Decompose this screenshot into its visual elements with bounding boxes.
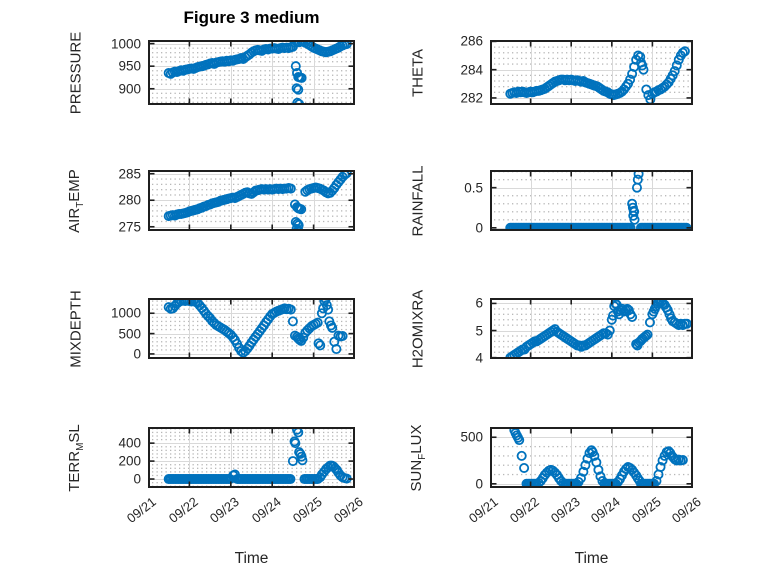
- pressure-ytick-950: 950: [118, 58, 141, 74]
- pressure-plot-area: [148, 40, 355, 105]
- subplot-pressure: PRESSURE 900 950 1000: [68, 31, 355, 114]
- sun-flux-xtick-labels: 09/21 09/22 09/23 09/24 09/25 09/26: [466, 494, 704, 550]
- mixdepth-ylabel: MIXDEPTH: [67, 289, 85, 368]
- terr-msl-xtick-09/23: 09/23: [207, 494, 243, 526]
- terr-msl-plot-area: [148, 427, 355, 488]
- theta-ytick-284: 284: [460, 62, 483, 78]
- mixdepth-ytick-1000: 1000: [110, 305, 141, 321]
- sun-flux-xtick-09/21: 09/21: [466, 494, 502, 526]
- mixdepth-ytick-0: 0: [133, 346, 141, 362]
- air-temp-ytick-280: 280: [118, 192, 141, 208]
- sun-flux-ytick-labels: 0 500: [437, 427, 483, 492]
- subplot-terr-msl: TERRMSL 0 200 400 09/21 09/22 09/23 09/24 09/2…: [66, 424, 366, 526]
- rainfall-ytick-labels: 0 0.5: [437, 170, 483, 235]
- air-temp-ytick-labels: 275 280 285: [95, 166, 141, 235]
- rainfall-ytick-0.5: 0.5: [464, 180, 483, 196]
- theta-ylabel: THETA: [409, 48, 427, 97]
- subplot-h2omixra: H2OMIXRA 4 5 6: [410, 289, 693, 368]
- terr-msl-xtick-09/24: 09/24: [248, 494, 284, 526]
- subplot-sun-flux: SUNFLUX 0 500 09/21 09/22 09/23 09/24 09/25 09…: [408, 424, 704, 526]
- sun-flux-plot-area: [490, 427, 693, 488]
- h2omixra-ytick-6: 6: [475, 295, 483, 311]
- pressure-ytick-900: 900: [118, 81, 141, 97]
- sun-flux-xtick-09/24: 09/24: [588, 494, 624, 526]
- subplot-air-temp: AIRTEMP 275 280 285: [66, 166, 355, 234]
- terr-msl-xtick-09/26: 09/26: [331, 494, 367, 526]
- theta-ytick-286: 286: [460, 33, 483, 49]
- h2omixra-plot-area: [490, 298, 693, 359]
- rainfall-ylabel: RAINFALL: [409, 165, 427, 236]
- terr-msl-xtick-labels: 09/21 09/22 09/23 09/24 09/25 09/26: [124, 494, 366, 550]
- theta-plot-area: [490, 40, 693, 105]
- pressure-ytick-1000: 1000: [110, 36, 141, 52]
- h2omixra-ytick-labels: 4 5 6: [437, 295, 483, 365]
- terr-msl-ytick-0: 0: [133, 471, 141, 487]
- subplot-mixdepth: MIXDEPTH 0 500 1000: [68, 290, 355, 367]
- terr-msl-xtick-09/25: 09/25: [289, 494, 325, 526]
- sun-flux-ylabel: SUNFLUX: [408, 424, 428, 491]
- theta-ytick-282: 282: [460, 90, 483, 106]
- sun-flux-ytick-500: 500: [460, 429, 483, 445]
- figure-title: Figure 3 medium: [183, 8, 320, 27]
- subplot-theta: THETA 282 284 286: [410, 34, 693, 105]
- air-temp-ytick-275: 275: [118, 219, 141, 235]
- h2omixra-ylabel: H2OMIXRA: [409, 289, 427, 368]
- x-axis-label-left: Time: [234, 550, 269, 567]
- x-axis-label-right: Time: [574, 550, 609, 567]
- h2omixra-ytick-5: 5: [475, 323, 483, 339]
- sun-flux-xtick-09/22: 09/22: [506, 494, 542, 526]
- terr-msl-ytick-400: 400: [118, 435, 141, 451]
- sun-flux-xtick-09/26: 09/26: [669, 494, 705, 526]
- mixdepth-ytick-500: 500: [118, 326, 141, 342]
- pressure-ylabel: PRESSURE: [67, 31, 85, 114]
- mixdepth-ytick-labels: 0 500 1000: [95, 298, 141, 362]
- sun-flux-xtick-09/25: 09/25: [628, 494, 664, 526]
- sun-flux-ytick-0: 0: [475, 476, 483, 492]
- sun-flux-xtick-09/23: 09/23: [547, 494, 583, 526]
- terr-msl-xtick-09/21: 09/21: [124, 494, 160, 526]
- mixdepth-plot-area: [148, 298, 355, 359]
- terr-msl-ytick-labels: 0 200 400: [95, 427, 141, 488]
- rainfall-plot-area: [490, 170, 693, 231]
- h2omixra-ytick-4: 4: [475, 350, 483, 366]
- air-temp-plot-area: [148, 170, 355, 231]
- terr-msl-xtick-09/22: 09/22: [165, 494, 201, 526]
- subplot-rainfall: RAINFALL 0 0.5: [410, 165, 693, 236]
- pressure-ytick-labels: 900 950 1000: [95, 36, 141, 105]
- air-temp-ylabel: AIRTEMP: [66, 168, 86, 233]
- terr-msl-ytick-200: 200: [118, 453, 141, 469]
- theta-ytick-labels: 282 284 286: [437, 34, 483, 106]
- terr-msl-ylabel: TERRMSL: [66, 423, 86, 492]
- rainfall-ytick-0: 0: [475, 220, 483, 236]
- air-temp-ytick-285: 285: [118, 166, 141, 182]
